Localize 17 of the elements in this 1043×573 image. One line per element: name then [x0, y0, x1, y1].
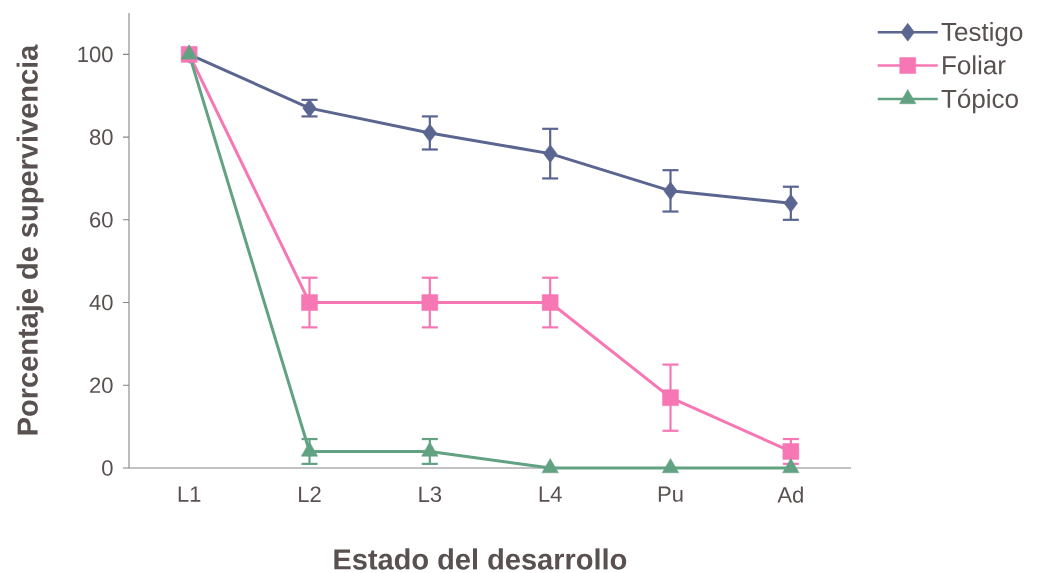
y-tick-label: 60 — [90, 212, 113, 228]
x-tick-label: L2 — [299, 486, 321, 502]
x-tick-label: Ad — [777, 486, 803, 503]
x-tick-label: L4 — [539, 486, 562, 502]
legend-label: Tópico — [941, 88, 1018, 114]
y-tick-label: 0 — [102, 460, 113, 476]
x-tick-label: Pu — [658, 486, 683, 502]
y-tick-label: 40 — [89, 294, 113, 311]
x-axis-title: Estado del desarrollo — [334, 548, 627, 570]
y-tick-label: 100 — [78, 46, 113, 63]
legend-label: Testigo — [941, 22, 1023, 47]
x-tick-label: L3 — [419, 486, 442, 503]
y-tick-label: 80 — [89, 129, 113, 145]
legend-label: Foliar — [943, 55, 1006, 75]
y-axis-title: Porcentaje de supervivencia — [16, 44, 44, 435]
x-tick-label: L1 — [178, 486, 201, 502]
y-tick-label: 20 — [90, 377, 113, 394]
